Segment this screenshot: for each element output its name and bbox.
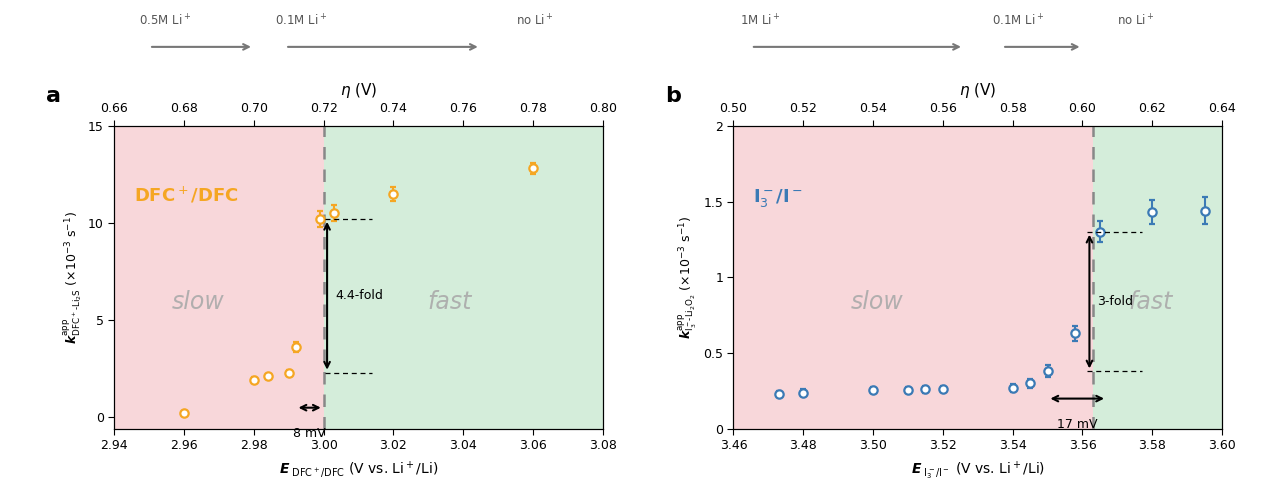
- Text: no Li$^+$: no Li$^+$: [515, 13, 553, 29]
- Text: I$_3^-$/I$^-$: I$_3^-$/I$^-$: [753, 186, 803, 209]
- X-axis label: $\boldsymbol{E}$$_{\mathregular{\ I_3^-/I^-}}$ (V vs. Li$^+$/Li): $\boldsymbol{E}$$_{\mathregular{\ I_3^-/…: [911, 459, 1044, 482]
- Text: a: a: [46, 86, 61, 106]
- Text: fast: fast: [1129, 289, 1174, 314]
- Y-axis label: $\boldsymbol{k}$$^{\mathregular{app}}_{\mathregular{I_3^-\text{-}Li_2O_2}}$ ($\t: $\boldsymbol{k}$$^{\mathregular{app}}_{\…: [676, 215, 699, 339]
- Text: no Li$^+$: no Li$^+$: [1117, 13, 1155, 29]
- Bar: [733, 126, 1093, 429]
- Text: 17 mV: 17 mV: [1057, 418, 1098, 431]
- Text: slow: slow: [171, 289, 225, 314]
- X-axis label: $\eta$ (V): $\eta$ (V): [959, 81, 996, 101]
- Text: 0.1M Li$^+$: 0.1M Li$^+$: [992, 13, 1044, 29]
- Text: slow: slow: [851, 289, 904, 314]
- Text: 4.4-fold: 4.4-fold: [335, 289, 383, 302]
- Bar: [114, 126, 324, 429]
- Text: DFC$^+$/DFC: DFC$^+$/DFC: [133, 185, 239, 206]
- Text: fast: fast: [428, 289, 471, 314]
- Text: 1M Li$^+$: 1M Li$^+$: [741, 13, 782, 29]
- Text: 8 mV: 8 mV: [293, 427, 326, 440]
- Bar: [1093, 126, 1222, 429]
- Y-axis label: $\boldsymbol{k}$$^{\mathregular{app}}_{\mathregular{DFC^+\text{-}Li_2S}}$ ($\tim: $\boldsymbol{k}$$^{\mathregular{app}}_{\…: [62, 211, 84, 344]
- X-axis label: $\boldsymbol{E}$$_{\mathregular{\ DFC^+/DFC}}$ (V vs. Li$^+$/Li): $\boldsymbol{E}$$_{\mathregular{\ DFC^+/…: [279, 459, 438, 480]
- Bar: [324, 126, 603, 429]
- X-axis label: $\eta$ (V): $\eta$ (V): [340, 81, 377, 101]
- Text: 3-fold: 3-fold: [1098, 295, 1133, 308]
- Text: 0.5M Li$^+$: 0.5M Li$^+$: [138, 13, 190, 29]
- Text: b: b: [665, 86, 681, 106]
- Text: 0.1M Li$^+$: 0.1M Li$^+$: [274, 13, 327, 29]
